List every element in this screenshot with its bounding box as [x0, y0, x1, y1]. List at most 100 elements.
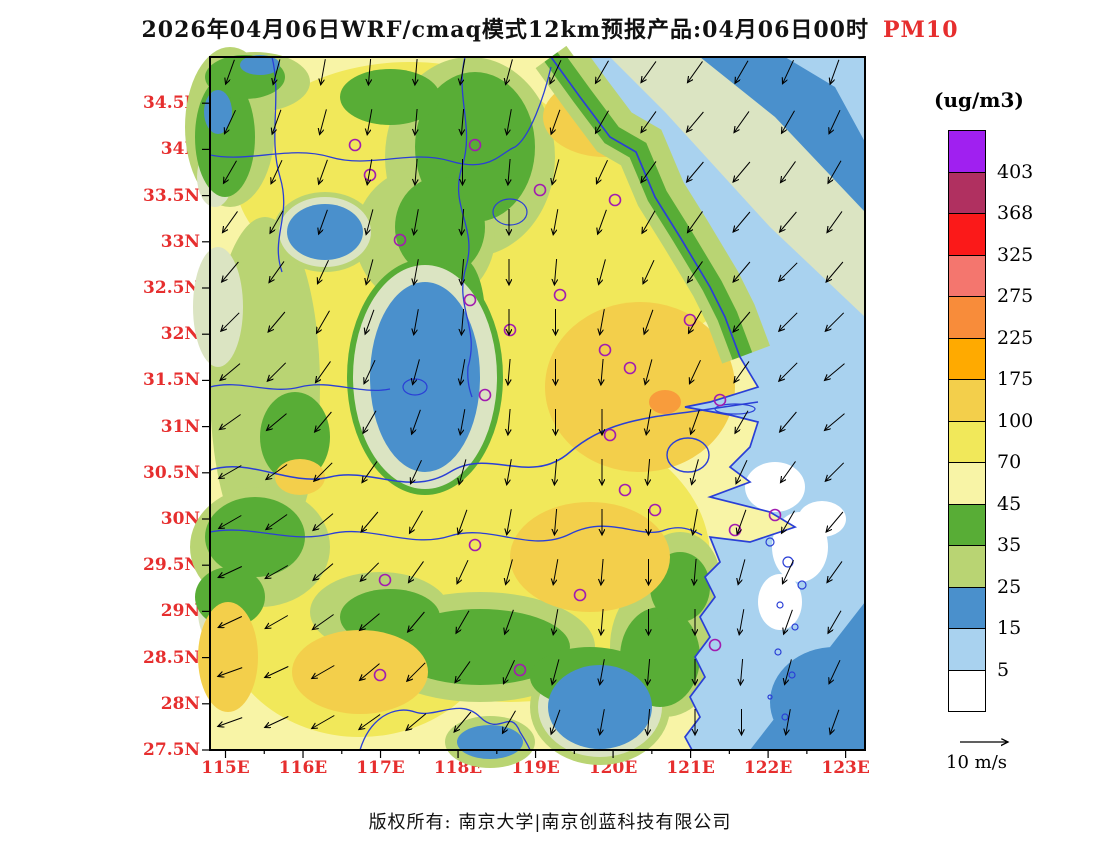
wind-arrow — [733, 211, 751, 232]
lat-axis-label: 33.5N — [143, 185, 200, 206]
wind-arrow — [219, 465, 242, 479]
wind-arrow — [825, 413, 845, 431]
wind-arrow — [733, 311, 751, 332]
sea-blue-se-blob — [770, 647, 865, 750]
wind-arrow — [781, 461, 796, 482]
station-marker — [648, 503, 662, 517]
wind-arrow — [551, 109, 561, 134]
wind-arrow — [733, 161, 751, 182]
wind-arrow — [270, 210, 284, 234]
wind-arrow — [783, 59, 794, 84]
legend-boundary-label: 45 — [997, 492, 1022, 515]
station-marker — [513, 663, 527, 677]
lat-axis-label: 30N — [160, 509, 200, 529]
legend-boundary-label: 15 — [997, 617, 1022, 639]
wind-arrow — [316, 361, 331, 382]
wind-arrow — [507, 109, 512, 135]
wind-arrow — [220, 363, 241, 381]
wind-arrow — [461, 208, 463, 235]
map-area — [185, 45, 866, 768]
station-marker — [623, 361, 637, 375]
wind-arrow — [414, 309, 419, 335]
wind-arrow — [550, 59, 562, 84]
wind-arrow — [459, 459, 467, 484]
wind-arrow — [411, 459, 422, 484]
sea-white-patches — [745, 462, 846, 630]
wind-arrow — [826, 511, 844, 532]
wind-arrow — [734, 361, 750, 382]
wind-arrow — [312, 665, 335, 679]
wind-arrow — [693, 509, 698, 535]
station-marker — [598, 343, 612, 357]
legend-boundary-label: 175 — [997, 368, 1034, 390]
wind-arrow — [779, 262, 798, 281]
wind-arrow — [218, 717, 243, 727]
wind-arrow — [688, 61, 703, 82]
wind-arrow — [221, 312, 240, 331]
wind-arrow — [738, 559, 746, 584]
wind-arrow — [508, 358, 510, 385]
lat-axis-label: 27.5N — [143, 740, 200, 760]
wind-arrow — [829, 109, 841, 134]
legend-boundary-label: 325 — [997, 243, 1034, 266]
wind-arrow — [312, 715, 335, 729]
lat-axis-label: 28N — [160, 693, 200, 714]
wind-arrow — [735, 60, 749, 84]
wind-scale-arrow-icon — [960, 734, 1046, 750]
wind-arrow — [829, 659, 841, 684]
wind-arrow — [225, 109, 236, 134]
wind-arrow — [779, 362, 798, 381]
wind-arrow — [319, 209, 328, 234]
wind-arrow — [552, 159, 560, 184]
wind-arrow — [780, 211, 797, 232]
wind-arrow — [600, 659, 605, 685]
wind-arrow — [266, 464, 288, 480]
wind-arrow — [313, 563, 334, 581]
legend-boundary-label: 25 — [997, 575, 1022, 598]
wind-arrow — [460, 409, 466, 435]
wind-arrow — [272, 109, 282, 134]
legend-swatch: 15 — [948, 586, 1021, 639]
wind-arrow — [694, 558, 696, 585]
wind-arrow — [460, 59, 466, 85]
wind-arrow — [219, 515, 242, 529]
lat-axis-label: 32.5N — [143, 278, 200, 298]
wind-arrow — [828, 610, 842, 634]
wind-scale-label: 10 m/s — [946, 752, 1007, 773]
wind-arrow — [641, 161, 657, 182]
lat-axis-label: 29.5N — [143, 555, 200, 576]
wind-arrow — [362, 461, 378, 482]
wind-arrow — [739, 609, 745, 635]
wind-arrow — [218, 667, 243, 677]
contour-blue-blobs — [204, 55, 652, 759]
station-marker — [608, 193, 622, 207]
station-marker — [713, 393, 727, 407]
wind-arrow — [359, 714, 381, 730]
boundary-lines — [209, 56, 759, 751]
lon-axis-label: 123E — [821, 758, 870, 778]
wind-arrow — [646, 409, 652, 435]
wind-arrow — [365, 309, 375, 334]
lat-axis-label: 30.5N — [143, 462, 200, 483]
copyright-footer: 版权所有: 南京大学|南京创蓝科技有限公司 — [368, 812, 732, 833]
wind-arrow — [600, 309, 605, 335]
chongming-island — [714, 403, 756, 415]
station-marker — [468, 538, 482, 552]
wind-arrow — [455, 661, 471, 682]
wind-arrow — [647, 658, 649, 685]
legend-boundary-label: 368 — [997, 202, 1034, 224]
wind-arrow — [734, 111, 750, 132]
contour-orange-spot — [649, 390, 681, 414]
wind-arrow — [218, 616, 243, 628]
wind-arrow — [599, 259, 606, 284]
wind-arrow — [554, 458, 556, 485]
wind-arrow — [361, 511, 379, 532]
wind-arrow — [366, 259, 374, 284]
wind-arrow — [596, 110, 609, 134]
wind-vector-field — [218, 58, 845, 735]
wind-arrow — [782, 510, 795, 534]
wind-arrow — [367, 109, 373, 135]
wind-arrow — [269, 261, 285, 282]
wind-arrow — [223, 211, 238, 232]
wind-arrow — [268, 311, 286, 332]
